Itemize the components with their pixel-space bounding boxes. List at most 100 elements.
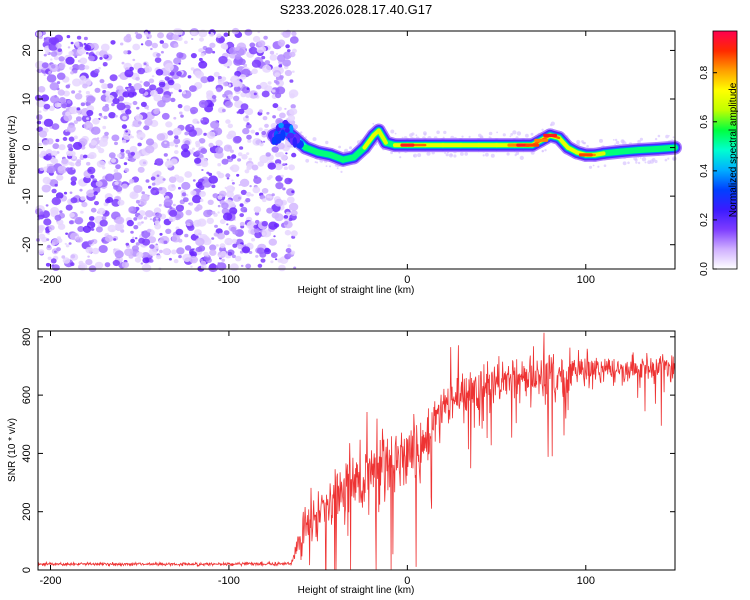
noise-blob [184, 171, 193, 178]
haze-blob [644, 161, 647, 164]
noise-blob [51, 64, 56, 69]
noise-blob [192, 195, 202, 204]
noise-blob [239, 221, 245, 227]
noise-blob [100, 43, 110, 52]
noise-blob [290, 104, 296, 109]
noise-blob [217, 172, 225, 179]
haze-blob [443, 130, 447, 135]
noise-blob [123, 50, 128, 55]
noise-blob [293, 266, 297, 270]
noise-blob [277, 258, 283, 263]
noise-blob [148, 185, 152, 189]
noise-blob [50, 37, 60, 45]
noise-blob [108, 112, 116, 119]
noise-blob [72, 155, 76, 160]
haze-blob [549, 123, 553, 127]
noise-blob [125, 130, 128, 133]
noise-blob [149, 244, 155, 249]
noise-blob [120, 42, 124, 46]
noise-blob [135, 199, 140, 204]
snr-y-label: SNR (10 * v/v) [7, 418, 18, 482]
snr-x-ticks: -200 -100 0 100 [39, 331, 595, 587]
noise-blob [200, 117, 210, 125]
noise-blob [103, 115, 108, 120]
noise-blob [84, 44, 92, 51]
noise-blob [231, 238, 237, 244]
noise-blob [114, 250, 124, 259]
noise-blob [79, 57, 88, 65]
noise-blob [257, 263, 263, 268]
noise-blob [224, 186, 227, 189]
noise-blob [37, 224, 46, 232]
noise-blob [274, 159, 282, 165]
haze-blob [423, 132, 427, 136]
noise-blob [53, 55, 59, 61]
noise-blob [157, 32, 164, 39]
noise-blob [95, 180, 103, 187]
noise-blob [143, 216, 148, 220]
haze-blob [340, 170, 343, 173]
noise-blob [248, 157, 252, 161]
noise-blob [285, 152, 288, 155]
noise-blob [140, 262, 144, 265]
noise-blob [288, 202, 299, 211]
noise-blob [129, 179, 135, 184]
noise-blob [244, 28, 253, 36]
ridge-segment [592, 151, 606, 157]
haze-blob [603, 164, 607, 167]
noise-blob [78, 63, 86, 71]
noise-blob [121, 183, 128, 189]
noise-blob [94, 261, 104, 269]
snr-x-label: Height of straight line (km) [298, 585, 415, 596]
noise-blob [245, 191, 252, 197]
noise-blob [161, 112, 170, 120]
noise-blob [194, 70, 202, 77]
noise-blob [130, 151, 136, 156]
noise-blob [148, 236, 157, 244]
noise-blob [127, 92, 135, 98]
snr-y-tick-label: 600 [21, 386, 33, 404]
noise-blob [205, 47, 213, 54]
haze-blob [329, 165, 331, 168]
noise-blob [190, 53, 197, 59]
noise-blob [264, 60, 271, 65]
noise-blob [133, 83, 142, 91]
haze-blob [588, 165, 593, 169]
noise-blob [94, 68, 100, 74]
noise-blob [172, 34, 180, 41]
noise-blob [136, 251, 144, 258]
noise-blob [127, 87, 131, 91]
noise-blob [291, 152, 297, 158]
colorbar-ticks: 0.0 0.2 0.4 0.6 0.8 [699, 65, 717, 276]
noise-blob [287, 114, 296, 122]
haze-blob [519, 155, 524, 160]
noise-blob [102, 137, 107, 142]
haze-blob [336, 167, 339, 170]
noise-blob [198, 245, 206, 252]
noise-blob [117, 199, 125, 206]
noise-blob [290, 210, 298, 216]
noise-blob [181, 192, 187, 197]
noise-blob [282, 187, 286, 191]
haze-blob [639, 137, 644, 141]
noise-blob [259, 154, 269, 164]
noise-blob [288, 89, 299, 98]
noise-blob [135, 33, 143, 40]
noise-blob [47, 244, 51, 248]
noise-blob [111, 134, 120, 142]
noise-blob [149, 218, 153, 221]
noise-blob [49, 82, 59, 91]
noise-blob [174, 144, 179, 148]
haze-blob [300, 131, 303, 134]
haze-blob [657, 134, 661, 138]
noise-blob [222, 108, 226, 113]
noise-blob [178, 62, 181, 65]
noise-blob [276, 54, 286, 62]
noise-blob [77, 46, 87, 55]
noise-blob [239, 213, 244, 218]
noise-blob [237, 152, 243, 157]
spec-y-tick-label: 20 [21, 44, 33, 56]
noise-blob [198, 157, 208, 166]
noise-blob [231, 182, 235, 185]
noise-blob [96, 145, 101, 150]
